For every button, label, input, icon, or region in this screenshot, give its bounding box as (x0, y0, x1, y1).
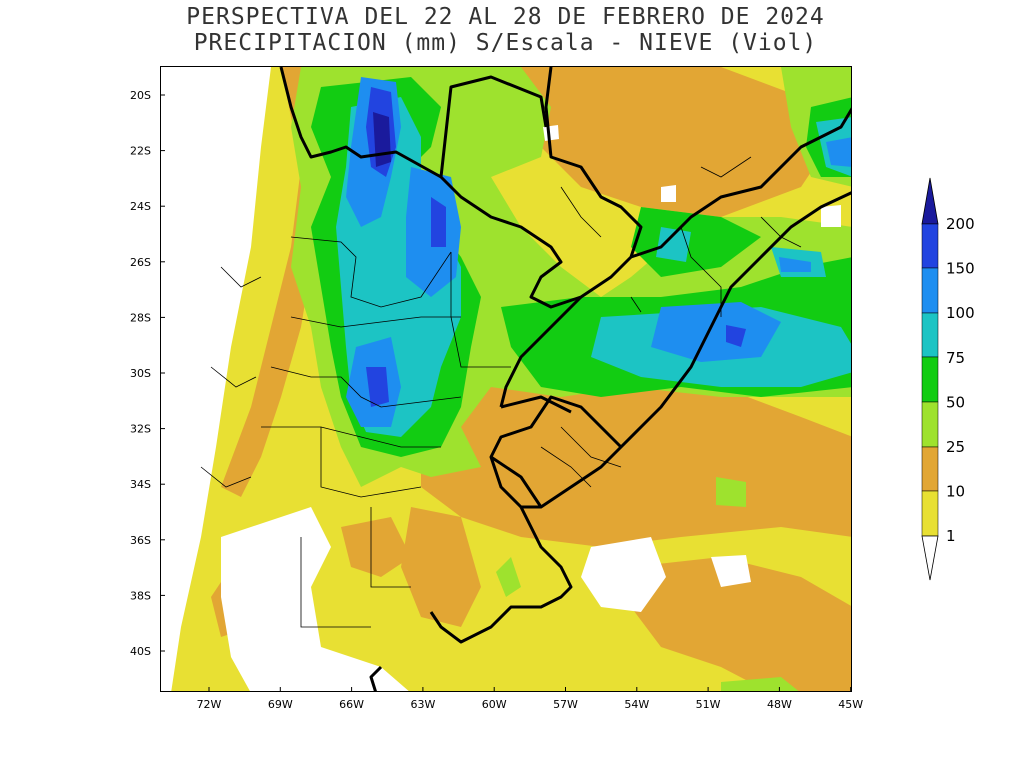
legend-level-label: 50 (946, 393, 965, 411)
lon-tick-label: 69W (268, 698, 293, 711)
lat-tick-label: 22S (130, 145, 151, 158)
legend-colorbar (921, 177, 939, 581)
lat-tick-label: 28S (130, 311, 151, 324)
legend-swatch-above-200 (921, 177, 939, 225)
legend-swatch-25-50 (921, 401, 939, 448)
lon-tick-label: 63W (410, 698, 435, 711)
lat-tick-label: 20S (130, 89, 151, 102)
legend-level-label: 150 (946, 260, 975, 278)
legend-level-label: 200 (946, 215, 975, 233)
lon-tick-label: 45W (838, 698, 863, 711)
lat-tick-label: 40S (130, 645, 151, 658)
lat-tick-label: 30S (130, 367, 151, 380)
lat-tick-label: 36S (130, 534, 151, 547)
lat-tick-label: 24S (130, 200, 151, 213)
legend-level-label: 100 (946, 304, 975, 322)
lon-tick-label: 48W (767, 698, 792, 711)
legend-swatch-100-150 (921, 267, 939, 314)
legend-swatch-75-100 (921, 312, 939, 358)
country-borders (279, 67, 851, 691)
map-subtitle: PRECIPITACION (mm) S/Escala - NIEVE (Vio… (193, 30, 818, 56)
legend-level-label: 10 (946, 483, 965, 501)
legend-swatch-below-1 (921, 535, 939, 581)
legend-swatch-50-75 (921, 356, 939, 403)
longitude-axis: 72W 69W 66W 63W 60W 57W 54W 51W 48W 45W (197, 687, 863, 711)
legend-swatch-1-10 (921, 490, 939, 537)
precipitation-map (160, 66, 852, 692)
lon-tick-label: 51W (696, 698, 721, 711)
legend-level-label: 25 (946, 438, 965, 456)
lat-tick-label: 26S (130, 256, 151, 269)
lon-tick-label: 66W (339, 698, 364, 711)
precip-below-1-area (161, 67, 841, 691)
map-title: PERSPECTIVA DEL 22 AL 28 DE FEBRERO DE 2… (186, 4, 825, 30)
lon-tick-label: 57W (553, 698, 578, 711)
lat-tick-label: 34S (130, 478, 151, 491)
legend-swatch-10-25 (921, 446, 939, 492)
lon-tick-label: 54W (624, 698, 649, 711)
lat-tick-label: 38S (130, 589, 151, 602)
internal-borders (200, 156, 802, 628)
lon-tick-label: 60W (482, 698, 507, 711)
lon-tick-label: 72W (197, 698, 222, 711)
legend-swatch-150-200 (921, 223, 939, 269)
lat-tick-label: 32S (130, 423, 151, 436)
legend-level-label: 75 (946, 349, 965, 367)
latitude-axis: 20S 22S 24S 26S 28S 30S 32S 34S 36S 38S 40S (130, 89, 165, 658)
legend-labels: 200 150 100 75 50 25 10 1 (946, 215, 975, 545)
legend-level-label: 1 (946, 527, 956, 545)
